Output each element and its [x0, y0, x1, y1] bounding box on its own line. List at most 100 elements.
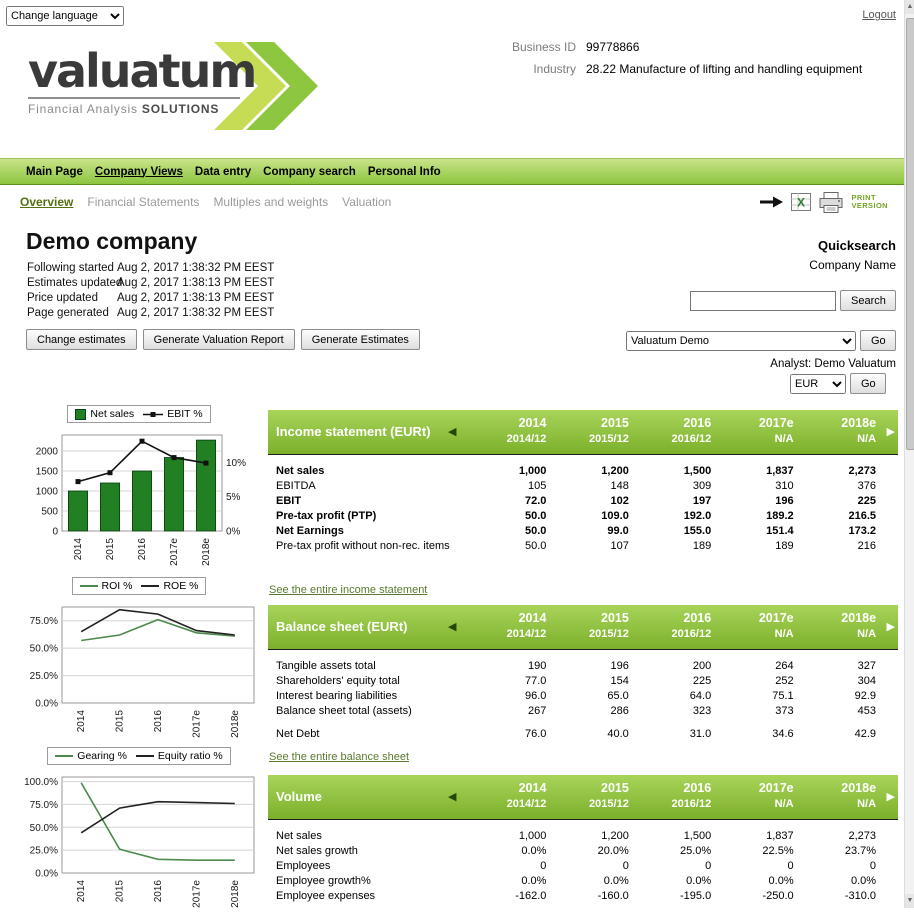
svg-text:2017e: 2017e — [191, 880, 202, 908]
scrollbar-down-icon[interactable]: ▼ — [905, 894, 914, 908]
company-go-button[interactable]: Go — [860, 330, 896, 351]
cell-value: 77.0 — [524, 675, 547, 687]
cell-value: 1,000 — [518, 830, 547, 842]
cell-value: 1,837 — [766, 465, 794, 477]
table-row: Shareholders' equity total 77.0 154 225 252 3… — [268, 674, 898, 689]
nav-main-page[interactable]: Main Page — [26, 165, 83, 178]
scrollbar-up-icon[interactable]: ▲ — [905, 0, 914, 14]
generate-valuation-report-button[interactable]: Generate Valuation Report — [142, 329, 295, 350]
nav-company-search[interactable]: Company search — [263, 165, 356, 178]
nav-data-entry[interactable]: Data entry — [194, 165, 252, 178]
print-version-button[interactable]: PRINT VERSION — [851, 194, 888, 210]
table-row: EBIT 72.0 102 197 196 225 — [268, 494, 898, 509]
cell-value: 0 — [540, 860, 547, 872]
excel-export-icon[interactable]: X — [791, 193, 812, 211]
svg-text:50.0%: 50.0% — [30, 823, 58, 834]
search-input[interactable] — [690, 291, 836, 311]
cell-value: 197 — [692, 495, 712, 507]
row-label: Net Earnings — [276, 525, 344, 537]
tab-overview[interactable]: Overview — [20, 195, 74, 209]
column-header: 2018e N/A — [841, 781, 877, 810]
svg-text:2014: 2014 — [76, 880, 87, 903]
svg-text:50.0%: 50.0% — [30, 644, 58, 655]
export-arrow-icon — [760, 196, 784, 208]
cell-value: 225 — [692, 675, 712, 687]
vertical-scrollbar[interactable]: ▲ ▼ — [904, 0, 914, 908]
analyst-label: Analyst: Demo Valuatum — [770, 358, 896, 370]
cell-value: 200 — [692, 660, 712, 672]
cell-value: -162.0 — [515, 890, 547, 902]
cell-value: 64.0 — [689, 690, 712, 702]
svg-text:X: X — [797, 196, 805, 210]
info-label: Price updated — [27, 292, 98, 304]
change-language-select[interactable]: Change language — [6, 6, 124, 26]
info-value: Aug 2, 2017 1:38:13 PM EEST — [117, 292, 275, 304]
cell-value: 1,500 — [683, 465, 712, 477]
row-label: Employee growth% — [276, 875, 371, 887]
scroll-right-icon[interactable]: ▶ — [886, 426, 895, 438]
generate-estimates-button[interactable]: Generate Estimates — [300, 329, 420, 350]
row-label: Employee expenses — [276, 890, 376, 902]
scroll-right-icon[interactable]: ▶ — [886, 621, 895, 633]
tab-valuation[interactable]: Valuation — [342, 195, 392, 209]
roi-roe-chart: ROI % ROE % 0.0% 25.0% 50.0% 75.0% 2014 2015 20… — [18, 577, 260, 749]
currency-select[interactable]: EUR — [790, 374, 846, 394]
nav-company-views[interactable]: Company Views — [94, 165, 183, 178]
cell-value: 105 — [528, 480, 547, 492]
tab-multiples-weights[interactable]: Multiples and weights — [213, 195, 329, 209]
table-row: Employee growth% 0.0% 0.0% 0.0% 0.0% 0.0% — [268, 874, 898, 889]
column-header: 2014 2014/12 — [506, 416, 547, 445]
cell-value: 102 — [610, 495, 629, 507]
cell-value: 453 — [857, 705, 877, 717]
logout-link[interactable]: Logout — [862, 9, 896, 21]
cell-value: 190 — [528, 660, 547, 672]
change-estimates-button[interactable]: Change estimates — [26, 329, 137, 350]
print-version-line2: VERSION — [851, 201, 888, 210]
cell-value: 327 — [857, 660, 877, 672]
cell-value: 31.0 — [689, 728, 712, 740]
cell-value: 0 — [869, 860, 877, 872]
info-value: Aug 2, 2017 1:38:32 PM EEST — [117, 307, 275, 319]
svg-text:2018e: 2018e — [230, 710, 241, 738]
currency-go-button[interactable]: Go — [850, 373, 886, 394]
cell-value: 42.9 — [854, 728, 877, 740]
balance-sheet-table: Balance sheet (EURt) ◀ 2014 2014/12 2015 20… — [268, 605, 898, 763]
cell-value: 96.0 — [524, 690, 547, 702]
cell-value: -250.0 — [762, 890, 794, 902]
svg-text:2015: 2015 — [115, 880, 126, 903]
svg-text:0.0%: 0.0% — [35, 699, 58, 710]
cell-value: 286 — [610, 705, 629, 717]
nav-personal-info[interactable]: Personal Info — [367, 165, 441, 178]
svg-text:25.0%: 25.0% — [30, 846, 58, 857]
table-row: Pre-tax profit without non-rec. items 50.… — [268, 539, 898, 554]
cell-value: 1,000 — [518, 465, 547, 477]
table-row: Net sales growth 0.0% 20.0% 25.0% 22.5% 23.7% — [268, 844, 898, 859]
cell-value: 173.2 — [848, 525, 877, 537]
scroll-left-icon[interactable]: ◀ — [448, 621, 457, 633]
legend-item: EBIT % — [143, 408, 203, 420]
scroll-right-icon[interactable]: ▶ — [886, 791, 895, 803]
gearing-equity-chart: Gearing % Equity ratio % 0.0% 25.0% 50.0% 75… — [18, 747, 260, 919]
search-button[interactable]: Search — [840, 290, 896, 311]
see-entire-balance-sheet-link[interactable]: See the entire balance sheet — [269, 751, 410, 763]
scroll-left-icon[interactable]: ◀ — [448, 791, 457, 803]
svg-text:5%: 5% — [226, 492, 241, 503]
table-title: Balance sheet (EURt) — [276, 619, 408, 634]
scrollbar-thumb[interactable] — [906, 18, 914, 450]
chart-legend: ROI % ROE % — [71, 577, 207, 595]
info-label: Estimates updated — [27, 277, 123, 289]
row-label: Tangible assets total — [276, 660, 376, 672]
svg-text:2014: 2014 — [76, 710, 87, 733]
column-header: 2016 2016/12 — [671, 611, 712, 640]
tab-financial-statements[interactable]: Financial Statements — [87, 195, 200, 209]
see-entire-income-statement-link[interactable]: See the entire income statement — [269, 584, 428, 596]
scroll-left-icon[interactable]: ◀ — [448, 426, 457, 438]
svg-text:2016: 2016 — [137, 538, 148, 561]
printer-icon[interactable] — [818, 191, 844, 213]
legend-item: ROE % — [141, 580, 198, 592]
quicksearch-title: Quicksearch — [817, 238, 896, 253]
cell-value: 22.5% — [762, 845, 794, 857]
company-select[interactable]: Valuatum Demo — [626, 331, 856, 351]
net-sales-ebit-plot: 0 500 1000 1500 2000 0% 5% 10% 2014 2015 2016 2017e… — [36, 434, 246, 566]
svg-text:2017e: 2017e — [191, 710, 202, 738]
